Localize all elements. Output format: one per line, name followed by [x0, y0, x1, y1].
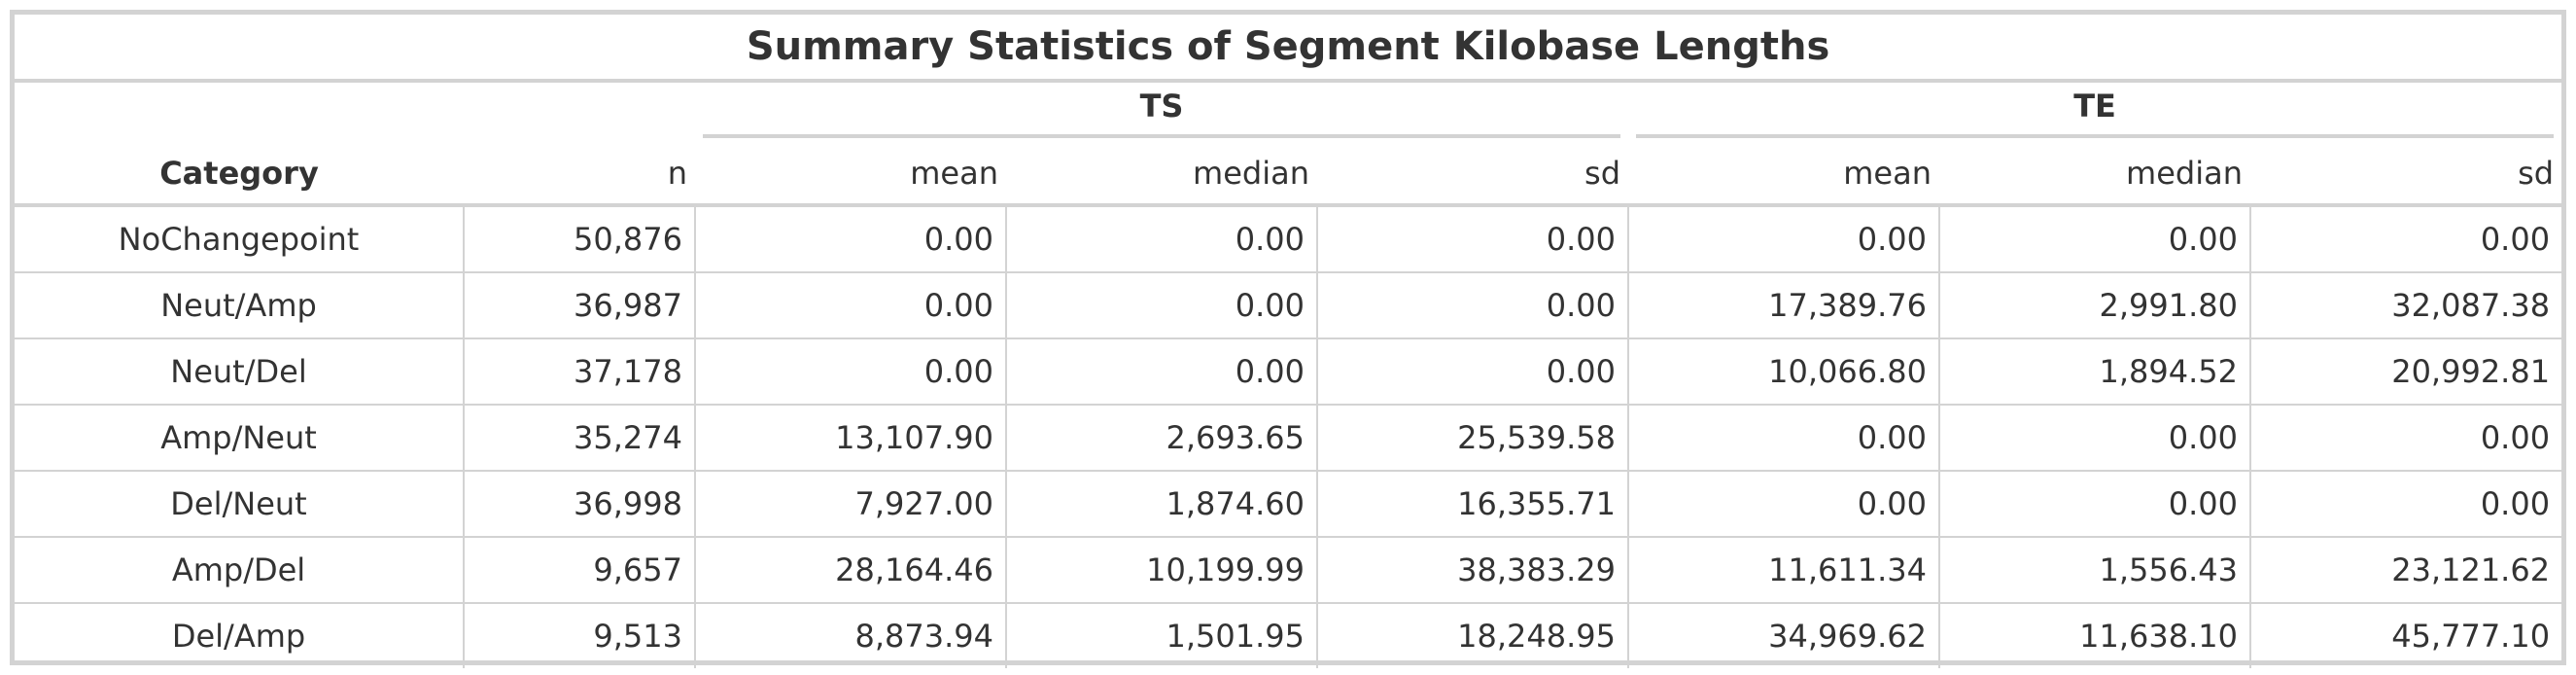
spanner-te-label: TE — [1636, 88, 2555, 138]
cell-te-sd: 0.00 — [2248, 405, 2562, 472]
cell-ts-median: 10,199.99 — [1005, 537, 1317, 604]
cell-ts-sd: 25,539.58 — [1316, 405, 1628, 472]
column-header-ts-mean: mean — [695, 143, 1006, 207]
cell-n: 37,178 — [463, 338, 695, 406]
column-header-te-sd: sd — [2250, 143, 2562, 207]
cell-ts-sd: 38,383.29 — [1316, 537, 1628, 604]
cell-te-sd: 45,777.10 — [2248, 603, 2562, 668]
table-row: Neut/Del 37,178 0.00 0.00 0.00 10,066.80… — [15, 338, 2562, 406]
cell-n: 35,274 — [463, 405, 695, 472]
cell-te-sd: 0.00 — [2248, 471, 2562, 538]
cell-category: Del/Amp — [171, 618, 306, 655]
cell-ts-mean: 28,164.46 — [694, 537, 1006, 604]
cell-te-median: 1,556.43 — [1938, 537, 2250, 604]
spanner-empty — [15, 81, 695, 143]
cell-n: 50,876 — [463, 205, 695, 273]
cell-te-mean: 0.00 — [1627, 471, 1939, 538]
cell-te-sd: 32,087.38 — [2248, 272, 2562, 339]
table-row: Del/Amp 9,513 8,873.94 1,501.95 18,248.9… — [15, 603, 2562, 668]
cell-category: Neut/Del — [15, 338, 464, 406]
cell-ts-mean: 13,107.90 — [694, 405, 1006, 472]
cell-te-sd: 0.00 — [2248, 205, 2562, 273]
cell-te-mean: 34,969.62 — [1627, 603, 1939, 668]
table-row: Amp/Del 9,657 28,164.46 10,199.99 38,383… — [15, 537, 2562, 604]
column-header-n: n — [464, 143, 695, 207]
cell-te-median: 1,894.52 — [1938, 338, 2250, 406]
cell-ts-sd: 0.00 — [1316, 205, 1628, 273]
cell-ts-mean: 8,873.94 — [694, 603, 1006, 668]
cell-n: 36,987 — [463, 272, 695, 339]
cell-ts-median: 1,874.60 — [1005, 471, 1317, 538]
cell-ts-mean: 0.00 — [694, 338, 1006, 406]
table-body: NoChangepoint 50,876 0.00 0.00 0.00 0.00… — [15, 205, 2562, 668]
cell-ts-median: 0.00 — [1005, 338, 1317, 406]
table-title: Summary Statistics of Segment Kilobase L… — [15, 15, 2562, 83]
cell-te-median: 2,991.80 — [1938, 272, 2250, 339]
cell-ts-sd: 16,355.71 — [1316, 471, 1628, 538]
cell-n: 36,998 — [463, 471, 695, 538]
cell-ts-mean: 7,927.00 — [694, 471, 1006, 538]
spanner-ts: TS — [695, 81, 1628, 143]
cell-te-median: 0.00 — [1938, 471, 2250, 538]
cell-ts-sd: 18,248.95 — [1316, 603, 1628, 668]
cell-category: Neut/Amp — [15, 272, 464, 339]
table-row: Amp/Neut 35,274 13,107.90 2,693.65 25,53… — [15, 405, 2562, 472]
cell-ts-median: 1,501.95 — [1005, 603, 1317, 668]
summary-table: Summary Statistics of Segment Kilobase L… — [15, 15, 2562, 668]
column-header-ts-sd: sd — [1317, 143, 1628, 207]
cell-n: 9,657 — [463, 537, 695, 604]
cell-ts-sd: 0.00 — [1316, 272, 1628, 339]
table-row: NoChangepoint 50,876 0.00 0.00 0.00 0.00… — [15, 205, 2562, 273]
cell-te-sd: 20,992.81 — [2248, 338, 2562, 406]
cell-ts-median: 0.00 — [1005, 272, 1317, 339]
cell-n: 9,513 — [463, 603, 695, 668]
cell-te-mean: 10,066.80 — [1627, 338, 1939, 406]
column-header-te-median: median — [1939, 143, 2250, 207]
cell-ts-mean: 0.00 — [694, 205, 1006, 273]
cell-ts-mean: 0.00 — [694, 272, 1006, 339]
cell-te-mean: 17,389.76 — [1627, 272, 1939, 339]
column-header-te-mean: mean — [1628, 143, 1939, 207]
cell-te-mean: 0.00 — [1627, 405, 1939, 472]
spanner-ts-label: TS — [703, 88, 1620, 138]
cell-ts-median: 2,693.65 — [1005, 405, 1317, 472]
cell-te-median: 0.00 — [1938, 205, 2250, 273]
cell-category: Del/Neut — [15, 471, 464, 538]
cell-ts-sd: 0.00 — [1316, 338, 1628, 406]
cell-te-median: 0.00 — [1938, 405, 2250, 472]
table-row: Neut/Amp 36,987 0.00 0.00 0.00 17,389.76… — [15, 272, 2562, 339]
cell-category: Amp/Del — [15, 537, 464, 604]
cell-ts-median: 0.00 — [1005, 205, 1317, 273]
column-header-category: Category — [15, 143, 464, 207]
table-frame: Summary Statistics of Segment Kilobase L… — [10, 10, 2566, 668]
cell-te-mean: 11,611.34 — [1627, 537, 1939, 604]
column-header-ts-median: median — [1006, 143, 1317, 207]
spanner-te: TE — [1628, 81, 2561, 143]
cell-te-median: 11,638.10 — [1938, 603, 2250, 668]
cell-te-sd: 23,121.62 — [2248, 537, 2562, 604]
table-row: Del/Neut 36,998 7,927.00 1,874.60 16,355… — [15, 471, 2562, 538]
cell-category: Amp/Neut — [15, 405, 464, 472]
cell-te-mean: 0.00 — [1627, 205, 1939, 273]
cell-category: NoChangepoint — [15, 205, 464, 273]
